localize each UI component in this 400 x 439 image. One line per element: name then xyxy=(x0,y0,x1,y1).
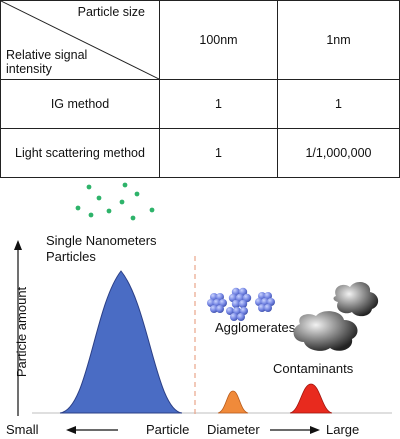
nanoparticle-dot xyxy=(96,195,102,201)
header-1nm: 1nm xyxy=(277,0,400,80)
header-particle-size: Particle size xyxy=(77,5,145,19)
header-signal-line1: Relative signal xyxy=(6,48,88,62)
header-100nm: 100nm xyxy=(159,0,278,80)
row-label-ig: IG method xyxy=(0,79,160,129)
cell-ls-100nm: 1 xyxy=(159,128,278,178)
label-nano-line2: Particles xyxy=(46,249,96,264)
agglomerate-cluster xyxy=(207,293,227,313)
label-contaminants: Contaminants xyxy=(273,361,354,376)
row-label-light-scattering: Light scattering method xyxy=(0,128,160,178)
x-axis-title-a: Particle xyxy=(146,422,189,437)
header-signal-line2: intensity xyxy=(6,62,52,76)
agglomerate-peak xyxy=(217,390,249,414)
header-signal-intensity: Relative signal intensity xyxy=(6,48,87,76)
nanoparticle-dot xyxy=(134,191,140,197)
right-arrow-icon xyxy=(310,426,320,434)
label-agglomerates: Agglomerates xyxy=(215,320,296,335)
y-axis-arrow-icon xyxy=(14,240,22,250)
x-axis-large: Large xyxy=(326,422,359,437)
nanoparticle-dots xyxy=(75,182,155,221)
nanoparticle-dot xyxy=(106,208,112,214)
table-header-row: Particle size Relative signal intensity … xyxy=(0,0,400,80)
nanoparticle-dot xyxy=(75,205,81,211)
left-arrow-icon xyxy=(66,426,76,434)
y-axis-label: Particle amount xyxy=(14,286,29,377)
cell-ig-100nm: 1 xyxy=(159,79,278,129)
diagonal-divider xyxy=(1,1,159,79)
agglomerate-clusters xyxy=(207,287,275,321)
nanoparticle-peak xyxy=(59,270,183,414)
contaminant-peak xyxy=(289,383,333,414)
contaminant-blob xyxy=(293,311,358,351)
x-axis-title-b: Diameter xyxy=(207,422,260,437)
nanoparticle-dot xyxy=(88,212,94,218)
contaminant-blobs xyxy=(293,281,379,351)
table-row: Light scattering method 1 1/1,000,000 xyxy=(0,128,400,178)
cell-ig-1nm: 1 xyxy=(277,79,400,129)
table-row: IG method 1 1 xyxy=(0,79,400,129)
comparison-table: Particle size Relative signal intensity … xyxy=(0,0,400,178)
diagonal-header-cell: Particle size Relative signal intensity xyxy=(0,0,160,80)
nanoparticle-dot xyxy=(149,207,155,213)
contaminant-blob xyxy=(333,281,379,317)
cell-ls-1nm: 1/1,000,000 xyxy=(277,128,400,178)
label-nano-line1: Single Nanometers xyxy=(46,233,157,248)
agglomerate-cluster xyxy=(226,287,252,321)
nanoparticle-dot xyxy=(119,199,125,205)
agglomerate-cluster xyxy=(255,292,275,312)
nanoparticle-dot xyxy=(122,182,128,188)
nanoparticle-dot xyxy=(130,215,136,221)
x-axis-small: Small xyxy=(6,422,39,437)
nanoparticle-dot xyxy=(86,184,92,190)
particle-distribution-diagram: Single Nanometers Particles Particle amo… xyxy=(6,182,392,437)
